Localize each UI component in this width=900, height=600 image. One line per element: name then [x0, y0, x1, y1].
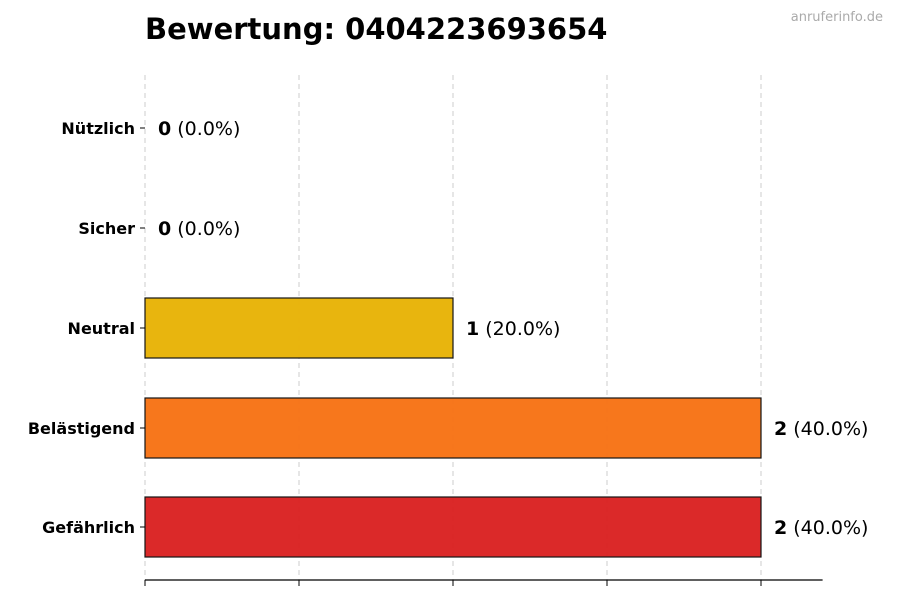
data-label-count: 2 — [774, 517, 787, 539]
data-label-count: 2 — [774, 418, 787, 440]
category-label: Gefährlich — [42, 518, 135, 537]
data-label-percent: (40.0%) — [787, 418, 868, 440]
data-label: 2 (40.0%) — [774, 517, 868, 539]
data-label: 0 (0.0%) — [158, 218, 240, 240]
data-label: 2 (40.0%) — [774, 418, 868, 440]
data-label-percent: (40.0%) — [787, 517, 868, 539]
category-label: Belästigend — [28, 419, 135, 438]
data-label-percent: (0.0%) — [171, 218, 240, 240]
data-label: 0 (0.0%) — [158, 118, 240, 140]
data-label-count: 0 — [158, 118, 171, 140]
data-label-percent: (20.0%) — [479, 318, 560, 340]
bar-belästigend — [144, 397, 762, 459]
data-label-count: 1 — [466, 318, 479, 340]
chart-title: Bewertung: 0404223693654 — [145, 12, 608, 46]
data-label: 1 (20.0%) — [466, 318, 560, 340]
data-label-percent: (0.0%) — [171, 118, 240, 140]
category-label: Nützlich — [61, 119, 135, 138]
bar-neutral — [144, 297, 454, 359]
data-label-count: 0 — [158, 218, 171, 240]
category-label: Neutral — [68, 319, 135, 338]
bar-gefährlich — [144, 496, 762, 558]
watermark: anruferinfo.de — [790, 10, 883, 25]
category-label: Sicher — [78, 219, 135, 238]
